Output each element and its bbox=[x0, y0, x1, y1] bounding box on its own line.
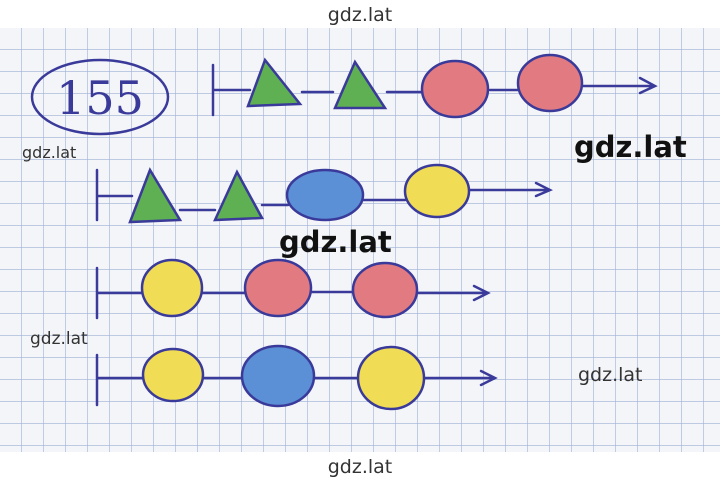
exercise-number: 155 bbox=[56, 71, 144, 125]
watermark: gdz.lat bbox=[578, 364, 643, 386]
number-oval bbox=[30, 58, 170, 136]
watermark: gdz.lat bbox=[279, 225, 392, 259]
watermark: gdz.lat bbox=[328, 4, 393, 26]
watermark: gdz.lat bbox=[574, 130, 687, 164]
row-4 bbox=[95, 344, 498, 411]
watermark: gdz.lat bbox=[22, 143, 76, 162]
row-3 bbox=[95, 258, 491, 320]
watermark: gdz.lat bbox=[30, 329, 88, 349]
watermark: gdz.lat bbox=[328, 456, 393, 478]
row-1 bbox=[211, 53, 658, 119]
row-2 bbox=[95, 163, 553, 224]
